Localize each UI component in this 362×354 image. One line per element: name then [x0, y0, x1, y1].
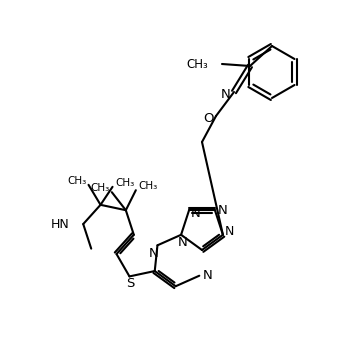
- Text: CH₃: CH₃: [67, 176, 86, 186]
- Text: CH₃: CH₃: [115, 178, 134, 188]
- Text: CH₃: CH₃: [90, 183, 109, 193]
- Text: N: N: [191, 207, 201, 220]
- Text: N: N: [225, 225, 235, 238]
- Text: N: N: [148, 247, 158, 260]
- Text: HN: HN: [50, 218, 69, 230]
- Text: S: S: [126, 277, 135, 290]
- Text: CH₃: CH₃: [138, 181, 157, 191]
- Text: N: N: [178, 236, 188, 249]
- Text: O: O: [203, 112, 213, 125]
- Text: CH₃: CH₃: [186, 57, 208, 70]
- Text: N: N: [202, 269, 212, 282]
- Text: N: N: [218, 204, 228, 217]
- Text: N: N: [221, 87, 231, 101]
